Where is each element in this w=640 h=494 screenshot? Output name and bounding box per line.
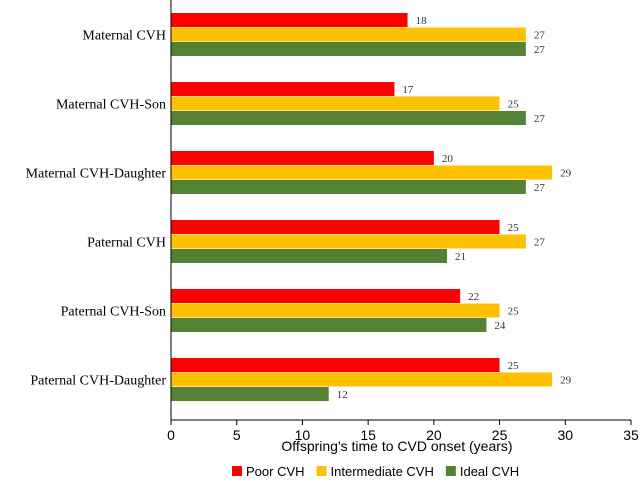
data-label-intermediate-cvh: 25 bbox=[508, 99, 519, 111]
data-label-ideal-cvh: 12 bbox=[337, 389, 348, 401]
category-label: Maternal CVH-Son bbox=[56, 98, 166, 113]
data-label-poor-cvh: 20 bbox=[442, 153, 454, 165]
category-label: Paternal CVH bbox=[87, 236, 166, 251]
legend-swatch-intermediate-cvh bbox=[316, 466, 327, 476]
data-label-intermediate-cvh: 27 bbox=[534, 237, 546, 249]
legend-label-intermediate-cvh: Intermediate CVH bbox=[331, 464, 434, 479]
bar-ideal-cvh bbox=[171, 249, 447, 263]
x-tick-label: 30 bbox=[557, 427, 573, 443]
data-label-poor-cvh: 22 bbox=[468, 291, 479, 303]
x-tick-label: 10 bbox=[295, 427, 311, 443]
data-label-poor-cvh: 25 bbox=[508, 222, 519, 234]
x-axis-title: Offspring's time to CVD onset (years) bbox=[281, 438, 512, 454]
data-label-poor-cvh: 18 bbox=[416, 15, 428, 27]
bar-intermediate-cvh bbox=[171, 234, 526, 249]
bar-poor-cvh bbox=[171, 358, 500, 372]
bar-ideal-cvh bbox=[171, 42, 526, 56]
x-tick-label: 15 bbox=[360, 427, 376, 443]
bar-ideal-cvh bbox=[171, 387, 329, 401]
bar-poor-cvh bbox=[171, 220, 500, 234]
category-label: Paternal CVH-Son bbox=[61, 305, 166, 320]
data-label-ideal-cvh: 21 bbox=[455, 251, 466, 263]
bar-ideal-cvh bbox=[171, 180, 526, 194]
data-label-ideal-cvh: 27 bbox=[534, 113, 546, 125]
legend: Poor CVH Intermediate CVH Ideal CVH bbox=[232, 464, 519, 479]
data-label-poor-cvh: 17 bbox=[402, 84, 414, 96]
bar-poor-cvh bbox=[171, 82, 395, 96]
x-ticks-layer: 0 5 10 15 20 25 30 35 bbox=[167, 420, 639, 443]
data-label-intermediate-cvh: 25 bbox=[508, 306, 519, 318]
legend-swatch-ideal-cvh bbox=[445, 466, 456, 476]
legend-swatch-poor-cvh bbox=[232, 466, 242, 476]
bar-poor-cvh bbox=[171, 151, 434, 165]
bar-intermediate-cvh bbox=[171, 27, 526, 42]
bar-intermediate-cvh bbox=[171, 372, 553, 387]
data-label-ideal-cvh: 24 bbox=[494, 320, 506, 332]
bar-intermediate-cvh bbox=[171, 165, 553, 180]
data-label-ideal-cvh: 27 bbox=[534, 182, 546, 194]
category-label: Paternal CVH-Daughter bbox=[30, 374, 166, 389]
bar-poor-cvh bbox=[171, 13, 408, 27]
x-tick-label: 35 bbox=[623, 427, 639, 443]
category-label: Maternal CVH bbox=[82, 29, 166, 44]
bar-intermediate-cvh bbox=[171, 303, 500, 318]
category-labels-layer: Maternal CVH Maternal CVH-Son Maternal CVH… bbox=[26, 29, 167, 389]
bar-intermediate-cvh bbox=[171, 96, 500, 111]
bar-poor-cvh bbox=[171, 289, 461, 303]
bar-ideal-cvh bbox=[171, 111, 526, 125]
x-tick-label: 20 bbox=[426, 427, 442, 443]
data-label-intermediate-cvh: 27 bbox=[534, 30, 546, 42]
bars-layer bbox=[171, 13, 553, 401]
x-tick-label: 25 bbox=[492, 427, 508, 443]
legend-label-ideal-cvh: Ideal CVH bbox=[460, 464, 519, 479]
axes-layer bbox=[170, 0, 631, 421]
legend-label-poor-cvh: Poor CVH bbox=[246, 464, 305, 479]
x-tick-label: 5 bbox=[233, 427, 241, 443]
data-label-intermediate-cvh: 29 bbox=[560, 375, 572, 387]
data-label-poor-cvh: 25 bbox=[508, 360, 519, 372]
data-label-ideal-cvh: 27 bbox=[534, 44, 546, 56]
data-label-intermediate-cvh: 29 bbox=[560, 168, 572, 180]
x-tick-label: 0 bbox=[167, 427, 175, 443]
category-label: Maternal CVH-Daughter bbox=[26, 167, 167, 182]
bar-ideal-cvh bbox=[171, 318, 487, 332]
